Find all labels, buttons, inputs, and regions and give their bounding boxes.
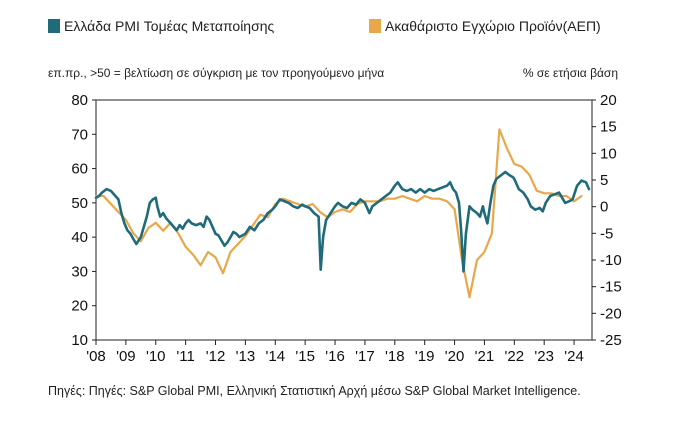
- x-tick-label: '12: [206, 348, 226, 365]
- chart: Ελλάδα PMI Τομέας Μεταποίησης Ακαθάριστο…: [48, 18, 622, 365]
- series-layer: [94, 128, 591, 299]
- x-tick-label: '18: [385, 348, 405, 365]
- right-axis-note: % σε ετήσια βάση: [523, 66, 618, 80]
- legend-swatch-pmi: [48, 19, 60, 33]
- x-tick-label: '08: [86, 348, 106, 365]
- x-tick-label: '11: [176, 348, 194, 365]
- left-tick-label: 50: [71, 195, 88, 212]
- left-tick-label: 80: [71, 92, 88, 109]
- left-axis-note: επ.πρ., >50 = βελτίωση σε σύγκριση με το…: [48, 66, 384, 80]
- x-tick-label: '20: [445, 348, 465, 365]
- x-tick-label: '10: [146, 348, 166, 365]
- x-tick-label: '14: [265, 348, 285, 365]
- x-tick-label: '21: [475, 348, 495, 365]
- x-tick-label: '19: [415, 348, 435, 365]
- left-tick-label: 20: [71, 298, 88, 315]
- legend: Ελλάδα PMI Τομέας Μεταποίησης Ακαθάριστο…: [48, 18, 601, 34]
- plot-frame: [95, 99, 593, 341]
- left-tick-label: 40: [71, 229, 88, 246]
- series-line-pmi: [94, 170, 591, 273]
- left-tick-label: 30: [71, 263, 88, 280]
- x-tick-label: '22: [505, 348, 525, 365]
- right-tick-label: 0: [600, 199, 608, 216]
- x-tick-label: '16: [325, 348, 345, 365]
- left-axis: 80 70 60 50 40 30 20 10: [71, 92, 96, 349]
- legend-label-gdp: Ακαθάριστο Εγχώριο Προϊόν(ΑΕΠ): [385, 18, 601, 34]
- right-tick-label: 10: [600, 145, 617, 162]
- x-tick-label: '15: [295, 348, 315, 365]
- series-line-gdp: [94, 128, 583, 299]
- right-tick-label: -20: [600, 305, 622, 322]
- left-tick-label: 70: [71, 126, 88, 143]
- x-tick-label: '13: [236, 348, 256, 365]
- left-tick-label: 10: [71, 332, 88, 349]
- right-tick-label: 15: [600, 119, 617, 136]
- x-tick-label: '09: [116, 348, 136, 365]
- right-tick-label: 5: [600, 172, 608, 189]
- right-tick-label: 20: [600, 92, 617, 109]
- x-tick-label: '24: [564, 348, 584, 365]
- legend-label-pmi: Ελλάδα PMI Τομέας Μεταποίησης: [64, 18, 275, 34]
- right-tick-label: -15: [600, 279, 622, 296]
- legend-swatch-gdp: [369, 19, 381, 33]
- right-tick-label: -25: [600, 332, 622, 349]
- x-tick-label: '17: [355, 348, 375, 365]
- right-tick-label: -10: [600, 252, 622, 269]
- right-axis: 20 15 10 5 0 -5 -10 -15 -20 -25: [592, 92, 622, 349]
- left-tick-label: 60: [71, 161, 88, 178]
- x-tick-label: '23: [534, 348, 554, 365]
- source-note: Πηγές: Πηγές: S&P Global PMI, Ελληνική Σ…: [48, 384, 581, 398]
- right-tick-label: -5: [600, 225, 613, 242]
- x-axis: '08 '09 '10 '11 '12 '13 '14 '15 '16 '17 '18 '19 '20 '…: [86, 340, 584, 365]
